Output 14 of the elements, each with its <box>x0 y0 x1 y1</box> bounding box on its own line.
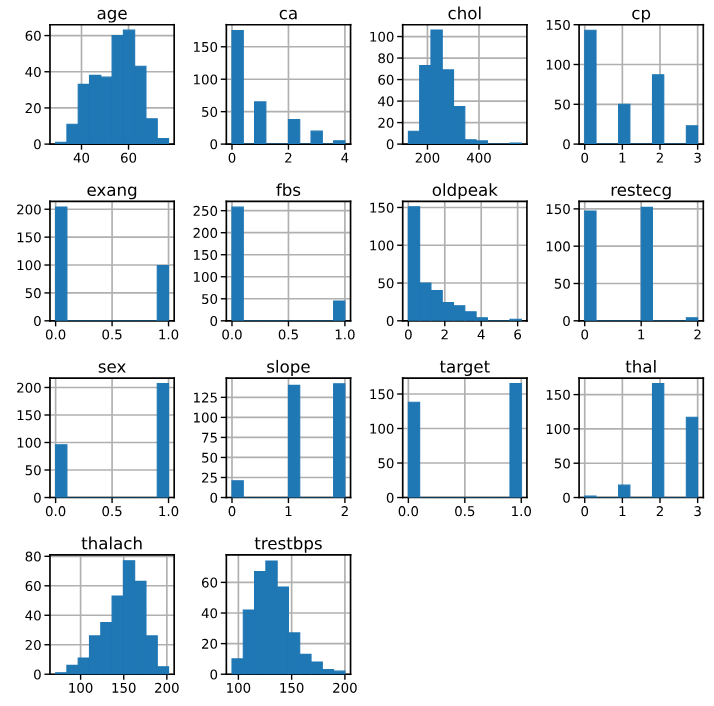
chart-title: slope <box>267 359 310 377</box>
chart-title: fbs <box>276 183 301 197</box>
chart-title: exang <box>87 186 137 200</box>
chart-title: age <box>97 9 127 23</box>
chart-title: sex <box>98 363 126 373</box>
chart-title: chol <box>448 6 481 20</box>
chart-title: oldpeak <box>432 183 498 200</box>
chart-title: trestbps <box>254 536 322 553</box>
chart-title: cp <box>632 9 651 23</box>
chart-title: thalach <box>81 536 142 550</box>
chart-title: restecg <box>611 184 671 200</box>
chart-title: ca <box>279 9 297 20</box>
chart-title: target <box>439 360 490 377</box>
chart-title: thal <box>625 359 656 373</box>
